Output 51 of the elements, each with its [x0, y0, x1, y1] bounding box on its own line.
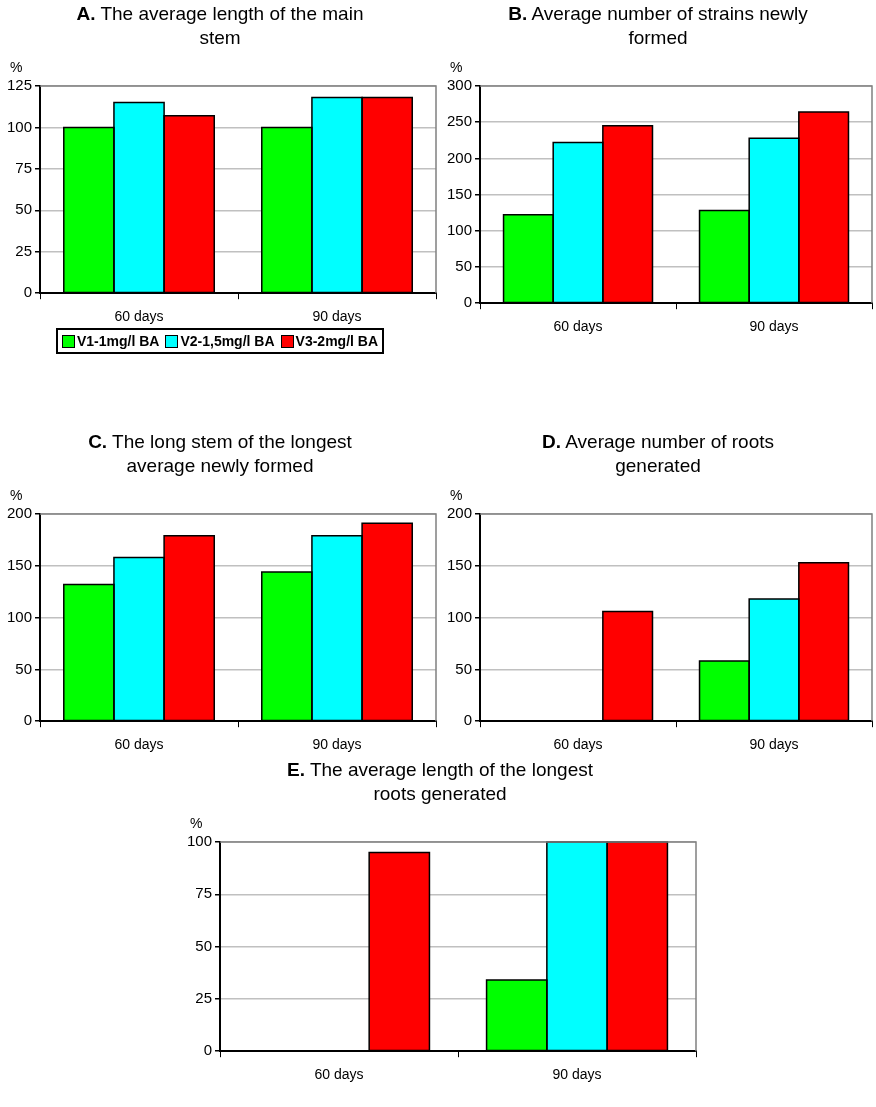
- y-tick-label: 75: [195, 884, 213, 902]
- y-tick-label: 200: [447, 148, 473, 166]
- y-tick-label: 100: [7, 117, 33, 135]
- chart-title: C. The long stem of the longest average newly formed: [87, 430, 353, 478]
- legend-label: V2-1,5mg/l BA: [180, 333, 275, 349]
- y-tick-label: 200: [7, 504, 33, 522]
- y-tick-label: 50: [195, 936, 213, 954]
- x-tick-label: 60 days: [114, 308, 164, 325]
- y-tick-label: 150: [7, 555, 33, 573]
- y-tick-label: 125: [7, 76, 33, 94]
- x-tick-label: 60 days: [114, 736, 164, 753]
- y-tick-label: 150: [447, 184, 473, 202]
- y-axis-title: %: [450, 59, 463, 75]
- y-tick-label: 0: [463, 293, 473, 311]
- x-tick-label: 90 days: [312, 308, 362, 325]
- y-tick-label: 0: [23, 283, 33, 301]
- y-axis-title: %: [190, 815, 203, 831]
- chart-title: D. Average number of roots generated: [541, 430, 775, 478]
- y-tick-label: 0: [23, 711, 33, 729]
- y-tick-label: 50: [455, 257, 473, 275]
- y-tick-label: 100: [187, 832, 213, 850]
- y-tick-label: 75: [15, 159, 33, 177]
- y-tick-label: 50: [455, 659, 473, 677]
- y-tick-label: 25: [15, 241, 33, 259]
- y-tick-label: 50: [15, 200, 33, 218]
- y-tick-label: 100: [7, 607, 33, 625]
- legend-label: V1-1mg/l BA: [76, 333, 160, 349]
- y-tick-label: 50: [15, 659, 33, 677]
- chart-title: B. Average number of strains newly formed: [508, 2, 808, 50]
- legend-label: V3-2mg/l BA: [295, 333, 379, 349]
- y-tick-label: 100: [447, 220, 473, 238]
- x-tick-label: 60 days: [553, 736, 603, 753]
- x-tick-label: 60 days: [553, 318, 603, 335]
- y-tick-label: 250: [447, 112, 473, 130]
- y-tick-label: 100: [447, 607, 473, 625]
- x-tick-label: 90 days: [552, 1066, 602, 1083]
- y-tick-label: 0: [463, 711, 473, 729]
- x-tick-label: 90 days: [749, 318, 799, 335]
- y-tick-label: 25: [195, 989, 213, 1007]
- y-tick-label: 150: [447, 555, 473, 573]
- y-axis-title: %: [450, 487, 463, 503]
- y-axis-title: %: [10, 487, 23, 503]
- y-tick-label: 300: [447, 76, 473, 94]
- chart-title: E. The average length of the longest roots generated: [286, 758, 594, 806]
- chart-title: A. The average length of the main stem: [75, 2, 365, 50]
- x-tick-label: 90 days: [312, 736, 362, 753]
- y-tick-label: 200: [447, 504, 473, 522]
- y-axis-title: %: [10, 59, 23, 75]
- y-tick-label: 0: [203, 1041, 213, 1059]
- x-tick-label: 90 days: [749, 736, 799, 753]
- x-tick-label: 60 days: [314, 1066, 364, 1083]
